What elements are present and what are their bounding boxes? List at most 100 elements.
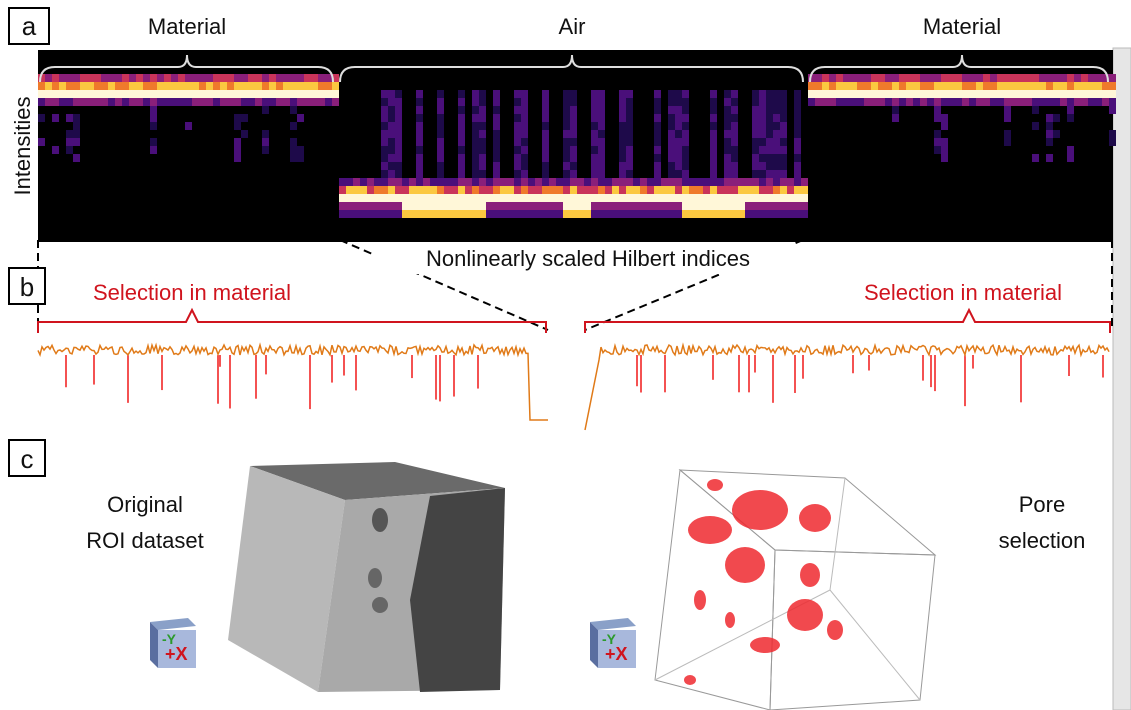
heatmap-cell xyxy=(115,74,122,82)
heatmap-cell xyxy=(843,98,850,106)
heatmap-cell xyxy=(542,194,549,202)
heatmap-cell xyxy=(150,146,157,154)
heatmap-cell xyxy=(668,114,675,122)
heatmap-cell xyxy=(626,186,633,194)
heatmap-cell xyxy=(388,202,395,210)
heatmap-cell xyxy=(738,202,745,210)
heatmap-cell xyxy=(794,106,801,114)
heatmap-cell xyxy=(703,202,710,210)
heatmap-cell xyxy=(794,162,801,170)
heatmap-cell xyxy=(388,130,395,138)
heatmap-cell xyxy=(570,122,577,130)
heatmap-cell xyxy=(213,98,220,106)
heatmap-cell xyxy=(808,98,815,106)
heatmap-cell xyxy=(472,154,479,162)
heatmap-cell xyxy=(731,178,738,186)
heatmap-cell xyxy=(52,90,59,98)
heatmap-cell xyxy=(423,210,430,218)
heatmap-cell xyxy=(983,74,990,82)
heatmap-cell xyxy=(892,82,899,90)
heatmap-cell xyxy=(395,202,402,210)
heatmap-cell xyxy=(535,194,542,202)
heatmap-cell xyxy=(1067,146,1074,154)
heatmap-cell xyxy=(542,170,549,178)
heatmap-cell xyxy=(941,98,948,106)
heatmap-cell xyxy=(1095,98,1102,106)
heatmap-cell xyxy=(822,90,829,98)
heatmap-cell xyxy=(423,186,430,194)
heatmap-cell xyxy=(437,98,444,106)
heatmap-cell xyxy=(591,90,598,98)
heatmap-cell xyxy=(1095,90,1102,98)
heatmap-cell xyxy=(864,74,871,82)
panel-box xyxy=(8,439,46,477)
heatmap-cell xyxy=(493,106,500,114)
heatmap-cell xyxy=(458,130,465,138)
heatmap-cell xyxy=(1074,90,1081,98)
heatmap-cell xyxy=(710,194,717,202)
heatmap-cell xyxy=(1025,98,1032,106)
heatmap-cell xyxy=(766,122,773,130)
heatmap-cell xyxy=(521,106,528,114)
heatmap-cell xyxy=(388,122,395,130)
heatmap-cell xyxy=(262,146,269,154)
heatmap-cell xyxy=(759,106,766,114)
heatmap-cell xyxy=(234,138,241,146)
heatmap-cell xyxy=(458,98,465,106)
heatmap-cell xyxy=(668,162,675,170)
heatmap-cell xyxy=(668,106,675,114)
heatmap-cell xyxy=(731,98,738,106)
heatmap-cell xyxy=(430,210,437,218)
heatmap-cell xyxy=(675,90,682,98)
heatmap-cell xyxy=(115,82,122,90)
heatmap-cell xyxy=(1032,122,1039,130)
heatmap-cell xyxy=(801,194,808,202)
signal-line xyxy=(584,342,1110,431)
heatmap-cell xyxy=(178,98,185,106)
heatmap-cell xyxy=(346,178,353,186)
axis-label: -Y xyxy=(162,631,177,647)
heatmap-cell xyxy=(542,146,549,154)
heatmap-cell xyxy=(934,114,941,122)
heatmap-cell xyxy=(73,154,80,162)
heatmap-cell xyxy=(458,170,465,178)
heatmap-cell xyxy=(346,186,353,194)
heatmap-cell xyxy=(1109,98,1116,106)
heatmap-cell xyxy=(941,154,948,162)
heatmap-cell xyxy=(1053,130,1060,138)
heatmap-cell xyxy=(458,138,465,146)
heatmap-cell xyxy=(794,154,801,162)
heatmap-cell xyxy=(773,210,780,218)
heatmap-cell xyxy=(514,178,521,186)
heatmap-cell xyxy=(143,82,150,90)
heatmap-cell xyxy=(619,138,626,146)
heatmap-cell xyxy=(458,146,465,154)
heatmap-cell xyxy=(507,178,514,186)
heatmap-cell xyxy=(794,122,801,130)
heatmap-cell xyxy=(150,106,157,114)
heatmap-cell xyxy=(514,122,521,130)
heatmap-cell xyxy=(976,82,983,90)
heatmap-cell xyxy=(73,138,80,146)
heatmap-cell xyxy=(325,74,332,82)
heatmap-cell xyxy=(521,186,528,194)
heatmap-cell xyxy=(437,130,444,138)
heatmap-cell xyxy=(472,114,479,122)
heatmap-cell xyxy=(710,106,717,114)
heatmap-cell xyxy=(857,90,864,98)
heatmap-cell xyxy=(619,202,626,210)
heatmap-cell xyxy=(52,82,59,90)
heatmap-cell xyxy=(416,178,423,186)
heatmap-cell xyxy=(493,170,500,178)
heatmap-cell xyxy=(367,194,374,202)
heatmap-cell xyxy=(1053,114,1060,122)
heatmap-cell xyxy=(850,74,857,82)
heatmap-cell xyxy=(1039,82,1046,90)
heatmap-cell xyxy=(885,98,892,106)
heatmap-cell xyxy=(752,178,759,186)
heatmap-cell xyxy=(416,114,423,122)
heatmap-cell xyxy=(626,90,633,98)
heatmap-cell xyxy=(472,90,479,98)
heatmap-cell xyxy=(591,114,598,122)
heatmap-cell xyxy=(304,90,311,98)
